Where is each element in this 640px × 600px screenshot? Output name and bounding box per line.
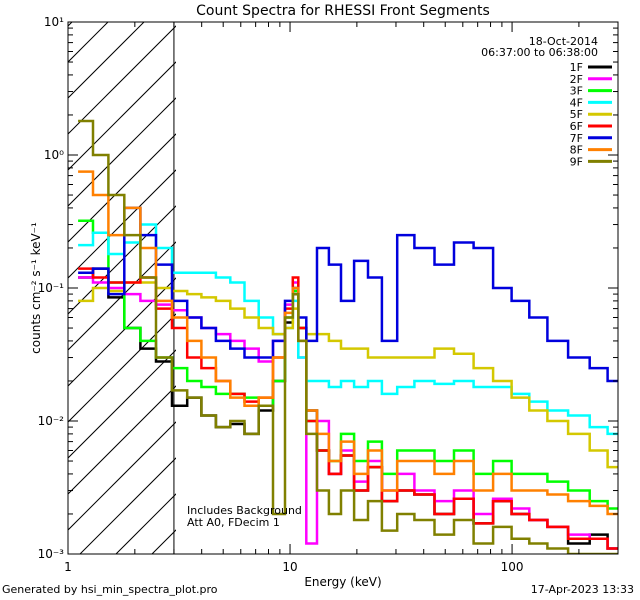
y-tick-label: 10⁻² — [38, 414, 65, 428]
hatch-line — [68, 277, 176, 387]
x-axis-label: Energy (keV) — [304, 575, 381, 589]
series-line-5F — [78, 281, 618, 469]
time-range-label: 06:37:00 to 06:38:00 — [481, 46, 598, 59]
footer-generator: Generated by hsi_min_spectra_plot.pro — [2, 583, 218, 596]
hatch-line — [68, 22, 145, 99]
chart-title: Count Spectra for RHESSI Front Segments — [196, 3, 490, 19]
y-tick-label: 10⁻¹ — [38, 281, 65, 295]
series-line-1F — [78, 267, 618, 550]
annotation-background: Includes Background — [187, 504, 302, 517]
legend-label-3F: 3F — [570, 85, 583, 98]
hatch-line — [68, 349, 176, 459]
series-line-6F — [78, 267, 618, 550]
hatch-line — [68, 205, 176, 315]
y-tick-label: 10⁻³ — [38, 547, 65, 561]
legend-label-8F: 8F — [570, 144, 583, 157]
hatched-region — [68, 22, 176, 554]
legend-label-4F: 4F — [570, 96, 583, 109]
hatch-line — [79, 457, 176, 554]
hatch-line — [68, 25, 176, 135]
date-label: 18-Oct-2014 — [529, 35, 598, 48]
legend-label-5F: 5F — [570, 108, 583, 121]
x-tick-label: 100 — [501, 560, 524, 574]
legend-label-6F: 6F — [570, 120, 583, 133]
series-line-9F — [78, 119, 618, 554]
hatch-line — [68, 169, 176, 279]
legend-label-9F: 9F — [570, 155, 583, 168]
axes-layer: 1 10 100 10⁻³ 10⁻² 10⁻¹ 10⁰ 10¹ — [38, 15, 619, 574]
hatch-line — [68, 241, 176, 351]
y-tick-label: 10⁰ — [44, 148, 64, 162]
series-line-7F — [78, 206, 618, 383]
legend-label-1F: 1F — [570, 61, 583, 74]
hatch-line — [68, 22, 109, 63]
x-tick-label: 1 — [64, 560, 72, 574]
hatch-line — [68, 421, 176, 531]
y-tick-label: 10¹ — [44, 15, 64, 29]
hatch-line — [68, 133, 176, 243]
annotation-attenuator: Att A0, FDecim 1 — [187, 516, 280, 529]
footer-timestamp: 17-Apr-2023 13:33 — [530, 583, 634, 596]
series-line-8F — [78, 170, 618, 516]
y-axis-label: counts cm⁻² s⁻¹ keV⁻¹ — [29, 222, 43, 354]
hatch-line — [68, 385, 176, 495]
series-layer — [78, 119, 618, 554]
x-tick-label: 10 — [282, 560, 297, 574]
legend-label-2F: 2F — [570, 73, 583, 86]
legend-label-7F: 7F — [570, 132, 583, 145]
